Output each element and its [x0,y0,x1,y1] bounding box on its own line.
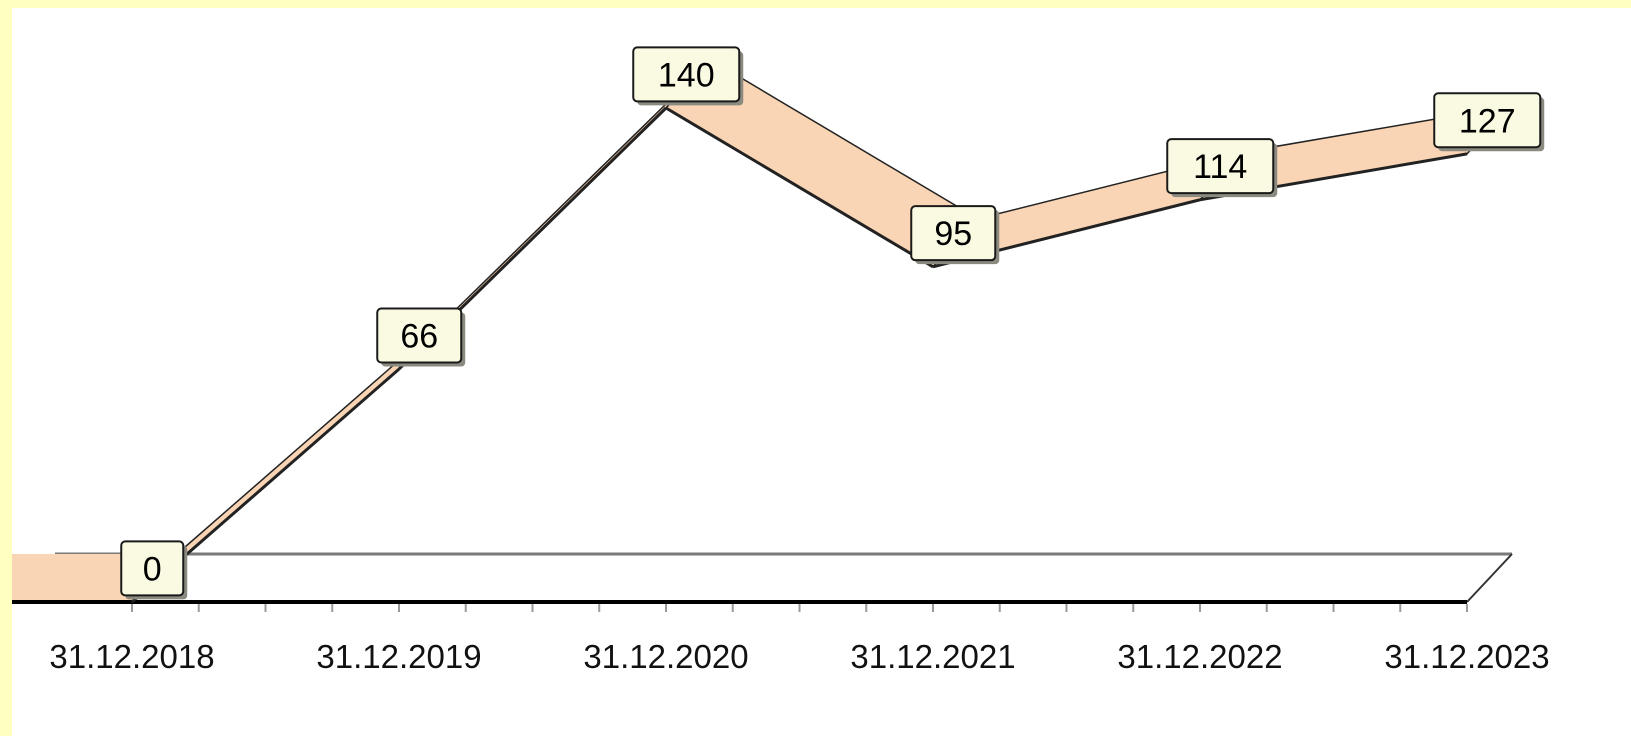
x-tick-label: 31.12.2019 [316,638,481,675]
data-label-text: 66 [400,318,438,356]
floor-layer [12,552,1513,604]
floor-right-edge [1466,553,1513,603]
data-label-text: 127 [1459,102,1516,140]
data-label: 127 [1433,92,1545,152]
data-label: 114 [1166,138,1278,198]
series-front-edge [665,106,934,269]
data-label: 140 [632,46,744,106]
data-label-text: 95 [934,215,972,253]
data-label-box [1166,138,1275,195]
x-tick-label: 31.12.2023 [1384,638,1549,675]
data-label-box [376,307,463,364]
x-tick-label: 31.12.2020 [583,638,748,675]
data-label: 0 [120,540,188,600]
data-label-box [632,46,741,103]
data-label-box [1433,92,1542,149]
data-label-box [910,205,997,262]
data-label-text: 114 [1193,148,1247,186]
data-label-text: 0 [143,550,162,588]
data-label-box [120,540,185,597]
data-label: 66 [376,307,466,367]
x-tick-label: 31.12.2021 [850,638,1015,675]
series-band-layer [131,59,1513,604]
line-chart: 31.12.2018 31.12.2019 31.12.2020 31.12.2021… [12,46,1550,675]
x-tick-label: 31.12.2022 [1117,638,1282,675]
floor-plane [12,554,1512,602]
x-axis-ticks: 31.12.2018 31.12.2019 31.12.2020 31.12.2021… [49,604,1550,675]
chart-frame: 31.12.2018 31.12.2019 31.12.2020 31.12.2021… [12,8,1631,736]
data-label-text: 140 [658,56,715,94]
data-label: 95 [910,205,1000,265]
data-label-layer: 0 66 140 95 114 127 [120,46,1545,600]
x-tick-label: 31.12.2018 [49,638,214,675]
